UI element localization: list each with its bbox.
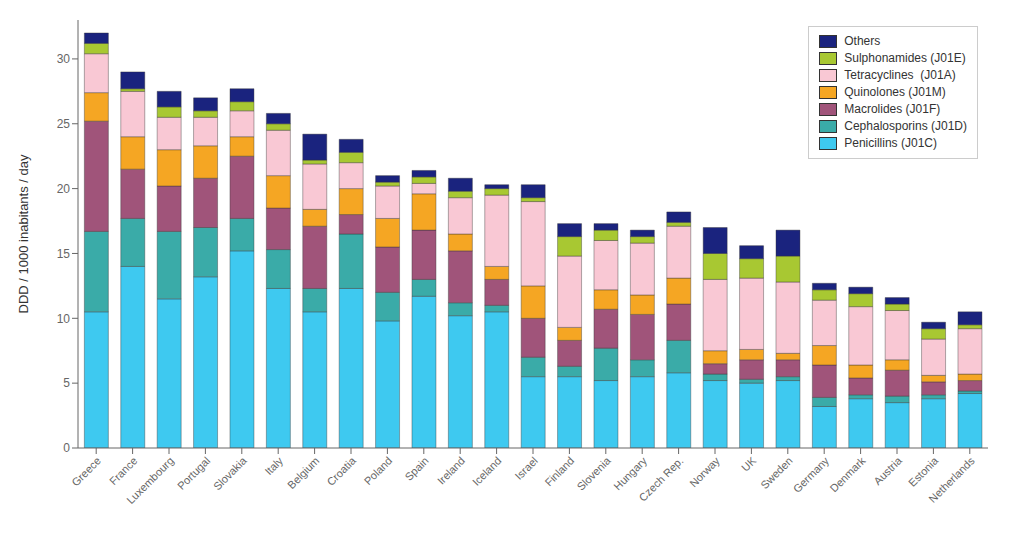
html-text:Sulphonamides (J01E): Sulphonamides (J01E) bbox=[844, 51, 966, 65]
svg-text:25: 25 bbox=[57, 117, 71, 131]
svg-text:Netherlands: Netherlands bbox=[926, 454, 977, 505]
svg-text:15: 15 bbox=[57, 247, 71, 261]
svg-text:5: 5 bbox=[63, 376, 70, 390]
svg-text:Slovenia: Slovenia bbox=[574, 454, 613, 493]
svg-text:Israel: Israel bbox=[512, 454, 540, 482]
svg-text:Croatia: Croatia bbox=[324, 454, 358, 488]
svg-text:France: France bbox=[107, 454, 140, 487]
svg-text:Austria: Austria bbox=[871, 454, 904, 487]
html-text:Penicillins (J01C): Penicillins (J01C) bbox=[844, 136, 937, 150]
svg-text:Norway: Norway bbox=[687, 454, 722, 489]
svg-text:Ireland: Ireland bbox=[435, 454, 467, 486]
html-text:Macrolides (J01F): Macrolides (J01F) bbox=[844, 102, 941, 116]
svg-text:Poland: Poland bbox=[362, 454, 395, 487]
svg-text:Slovakia: Slovakia bbox=[211, 454, 250, 493]
svg-text:Belgium: Belgium bbox=[285, 454, 322, 491]
svg-text:Greece: Greece bbox=[69, 454, 103, 488]
html-text:Tetracyclines (J01A): Tetracyclines (J01A) bbox=[844, 68, 956, 82]
svg-text:Hungary: Hungary bbox=[611, 454, 650, 493]
html-text:Others: Others bbox=[844, 34, 881, 48]
svg-text:Finland: Finland bbox=[542, 454, 576, 488]
svg-text:30: 30 bbox=[57, 52, 71, 66]
svg-text:Germany: Germany bbox=[791, 454, 832, 495]
html-text:Quinolones (J01M): Quinolones (J01M) bbox=[844, 85, 946, 99]
svg-text:Luxembourg: Luxembourg bbox=[124, 454, 176, 506]
svg-text:Iceland: Iceland bbox=[470, 454, 504, 488]
svg-text:Czech Rep.: Czech Rep. bbox=[636, 454, 685, 503]
svg-text:20: 20 bbox=[57, 182, 71, 196]
html-text:Cephalosporins (J01D): Cephalosporins (J01D) bbox=[844, 119, 967, 133]
svg-text:Sweden: Sweden bbox=[758, 454, 795, 491]
svg-text:Italy: Italy bbox=[262, 454, 285, 477]
svg-text:Portugal: Portugal bbox=[175, 454, 212, 491]
svg-text:UK: UK bbox=[739, 454, 759, 474]
svg-text:DDD / 1000 inabitants / day: DDD / 1000 inabitants / day bbox=[16, 154, 31, 313]
svg-text:0: 0 bbox=[63, 441, 70, 455]
svg-text:Spain: Spain bbox=[402, 454, 430, 482]
svg-text:Denmark: Denmark bbox=[827, 454, 867, 494]
svg-text:10: 10 bbox=[57, 312, 71, 326]
svg-text:Estonia: Estonia bbox=[906, 454, 941, 489]
